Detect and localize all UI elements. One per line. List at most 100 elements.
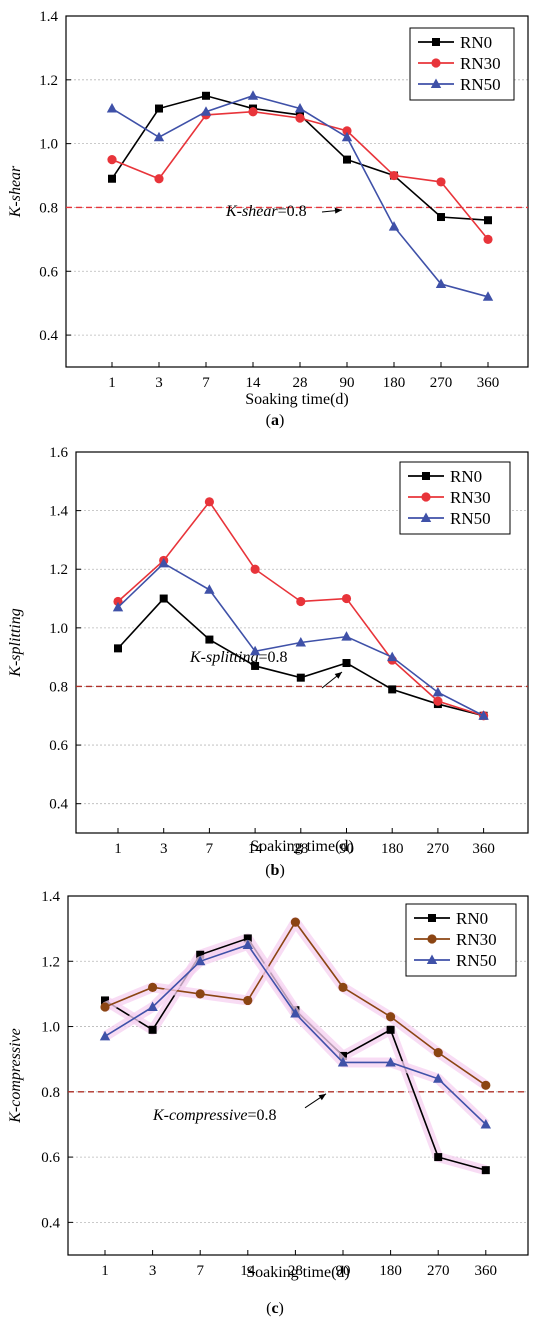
caption-c-letter: c	[271, 1300, 279, 1317]
chart-b-series-RN0	[114, 594, 488, 720]
chart-b-svg: 0.4 0.6 0.8 1.0 1.2 1.4 1.6 1 3 7 14 28 90 180 270 360 S…	[7, 445, 529, 857]
chart-b-y-axis-title: K-splitting	[7, 608, 24, 677]
chart-a-x-axis-title: Soaking time(d)	[245, 391, 349, 408]
chart-b-ytick-label: 1.6	[49, 445, 68, 461]
chart-b-point-RN0-3	[159, 594, 168, 603]
chart-a-point-RN50-270	[435, 278, 447, 289]
chart-b-point-RN0-14	[251, 661, 260, 670]
chart-a-point-RN50-180	[388, 221, 400, 231]
chart-a-svg: 0.4 0.6 0.8 1.0 1.2 1.4 1 3 7 14 28 90 180 270 360 Soak…	[7, 9, 529, 408]
chart-c-reference-label-italic: K-compressive	[152, 1107, 248, 1124]
chart-c-xtick-label: 1	[101, 1263, 109, 1279]
chart-c-reference-arrowhead	[318, 1093, 326, 1101]
chart-b-xtick-label: 360	[472, 841, 495, 857]
chart-c-xtick-label: 28	[288, 1263, 303, 1279]
chart-b-ytick-label: 0.6	[49, 738, 68, 754]
chart-a-point-RN0-7	[202, 91, 210, 100]
chart-c-point-RN30-14	[243, 995, 253, 1006]
chart-c-point-RN30-1	[100, 1002, 110, 1012]
chart-b-point-RN0-90	[342, 659, 351, 668]
chart-c-point-RN0-270	[434, 1153, 443, 1162]
chart-a-point-RN50-1	[106, 103, 118, 113]
chart-b-point-RN50-360	[478, 710, 489, 720]
chart-b-point-RN0-180	[388, 685, 397, 694]
chart-b-ytick-label: 1.0	[49, 621, 68, 637]
chart-a-point-RN0-3	[155, 104, 163, 113]
chart-c-svg: 0.4 0.6 0.8 1.0 1.2 1.4 1 3 7 14 28 90 180 270 360 Soak…	[7, 889, 529, 1281]
chart-a-xtick-label: 3	[155, 375, 163, 391]
chart-a-legend-marker-RN50	[430, 78, 442, 88]
chart-b-point-RN50-180	[387, 651, 398, 662]
chart-a-point-RN0-90	[343, 155, 351, 164]
chart-a-xtick-label: 28	[293, 375, 308, 391]
chart-c-point-RN0-360	[481, 1166, 490, 1175]
chart-b-xtick-label: 7	[206, 841, 214, 857]
chart-b-legend-label-RN30: RN30	[450, 488, 491, 507]
chart-b-point-RN30-90	[341, 593, 352, 604]
chart-a-point-RN0-360	[484, 216, 492, 225]
chart-c-legend-label-RN0: RN0	[456, 909, 488, 928]
chart-b-point-RN0-1	[114, 644, 122, 653]
chart-a-legend: RN0 RN30 RN50	[409, 27, 515, 101]
chart-a-point-RN0-270	[437, 213, 445, 222]
chart-b-xtick-label: 270	[427, 841, 450, 857]
chart-b-reference-label-value: =0.8	[258, 649, 287, 666]
chart-c-plot-frame	[67, 895, 529, 1256]
chart-b-ytick-label: 0.4	[49, 797, 68, 813]
chart-c-ytick-label: 1.0	[41, 1020, 60, 1036]
chart-c-legend-box	[405, 903, 517, 977]
chart-a-ytick-label: 1.2	[39, 73, 58, 89]
chart-a-point-RN50-7	[200, 106, 212, 116]
chart-c-y-axis-title: K-compressive	[7, 1028, 24, 1124]
chart-a-point-RN30-360	[483, 234, 493, 244]
chart-a-point-RN50-360	[482, 291, 494, 301]
chart-b-series-RN50	[112, 557, 489, 720]
chart-b-point-RN50-1	[112, 601, 124, 612]
chart-a-point-RN30-3	[154, 174, 164, 184]
chart-a-xtick-label: 90	[340, 375, 355, 391]
chart-a-reference-label-value: =0.8	[278, 203, 307, 220]
chart-b-xtick-label: 3	[160, 841, 168, 857]
chart-b-ytick-label: 1.2	[49, 562, 68, 578]
chart-b-point-RN30-28	[296, 596, 306, 607]
chart-b-point-RN0-28	[296, 673, 305, 682]
chart-c-point-RN30-270	[433, 1048, 443, 1058]
chart-c-ytick-label: 0.8	[41, 1085, 60, 1101]
chart-b-point-RN30-270	[433, 696, 443, 706]
chart-b-point-RN50-7	[204, 584, 215, 594]
chart-a-point-RN30-14	[248, 107, 258, 117]
chart-b-xtick-label: 180	[381, 841, 404, 857]
chart-b-legend-label-RN0: RN0	[450, 467, 482, 486]
chart-a-reference-arrowhead	[334, 207, 342, 214]
chart-c-legend-marker-RN0	[428, 914, 436, 922]
chart-a-point-RN30-90	[342, 126, 352, 136]
chart-b-xtick-label: 1	[114, 841, 122, 857]
chart-c-xtick-label: 90	[336, 1263, 351, 1279]
chart-c-point-RN0-180	[386, 1025, 395, 1034]
chart-b-point-RN50-28	[295, 637, 306, 647]
chart-c-ytick-label: 1.2	[41, 954, 60, 970]
chart-b-point-RN30-7	[204, 497, 214, 507]
chart-a-plot-frame	[65, 15, 529, 368]
chart-a-series-RN30	[107, 107, 493, 244]
chart-a-point-RN50-3	[153, 131, 165, 142]
chart-c-point-RN50-1	[99, 1030, 111, 1041]
chart-b-xtick-label: 90	[339, 841, 354, 857]
chart-a-point-RN0-1	[108, 174, 116, 183]
chart-b-point-RN50-3	[158, 557, 169, 568]
chart-a-xtick-label: 360	[477, 375, 500, 391]
chart-c-xtick-label: 270	[427, 1263, 450, 1279]
chart-a-series-line-RN30	[111, 110, 489, 240]
chart-a-y-axis-title: K-shear	[7, 165, 24, 218]
chart-b-reference-label-italic: K-splitting	[189, 649, 258, 666]
chart-c-legend-label-RN50: RN50	[456, 951, 497, 970]
chart-a-ytick-label: 0.6	[39, 264, 58, 280]
chart-a-legend-marker-RN30	[431, 58, 441, 68]
chart-a-legend-label-RN0: RN0	[460, 33, 492, 52]
chart-c-legend-marker-RN30	[427, 934, 437, 944]
chart-c-point-RN50-3	[147, 1001, 158, 1011]
chart-a-legend-box	[409, 27, 515, 101]
chart-c-point-RN0-1	[101, 996, 109, 1005]
chart-b-legend-marker-RN0	[422, 472, 430, 480]
chart-a-reference-label-italic: K-shear	[225, 203, 278, 220]
